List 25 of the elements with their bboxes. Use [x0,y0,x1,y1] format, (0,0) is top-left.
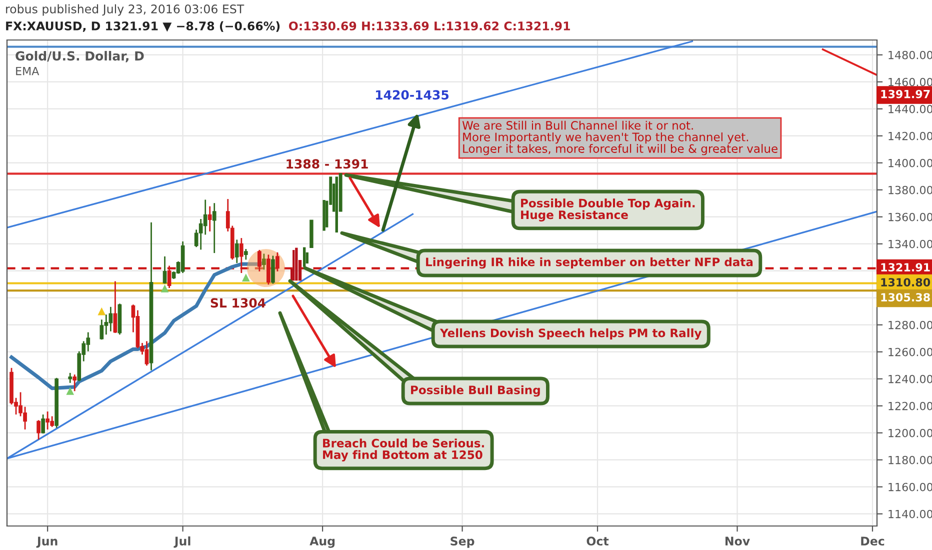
ref-line-label: 1321.91 [881,263,930,272]
annotation: Yellens Dovish Speech helps PM to Rally [440,328,702,340]
text: Gold/U.S. Dollar, D [16,50,144,62]
text: 1391.97 [881,90,930,98]
x-tick-label: Nov [726,536,750,546]
annotation: Possible Bull Basing [411,385,540,397]
x-tick-label: Jun [36,536,58,548]
annotation: Lingering IR hike in september on better NFP data [426,257,753,269]
annotation: We are Still in Bull Channel like it or not. More Importantly we haven't Top the channel yet. Longer it takes, more forceful it will be & greater value [462,120,778,156]
text: O:1330.69 H:1333.69 L:1319.62 C:1321.91 [288,21,570,30]
ref-line-label: 1305.38 [881,293,930,302]
text: FX:XAUUSD, D 1321.91 ▼ −8.78 (−0.66%) [6,21,280,32]
x-tick-label: Oct [586,536,609,546]
annotation: 1388 - 1391 [286,159,368,169]
text: robus published July 23, 2016 03:06 EST [6,4,244,16]
annotation: Possible Double Top Again. Huge Resistance [521,198,695,222]
x-tick-label: Dec [861,536,884,546]
annotation: Breach Could be Serious. May find Bottom at 1250 [323,438,484,462]
text: EMA [16,66,40,76]
x-tick-label: Aug [310,536,335,548]
annotation: SL 1304 [210,298,266,308]
x-tick-label: Jul [174,536,190,548]
ref-line-label: 1310.80 [881,278,930,286]
annotation: 1420-1435 [376,90,449,100]
x-tick-label: Sep [450,536,474,548]
